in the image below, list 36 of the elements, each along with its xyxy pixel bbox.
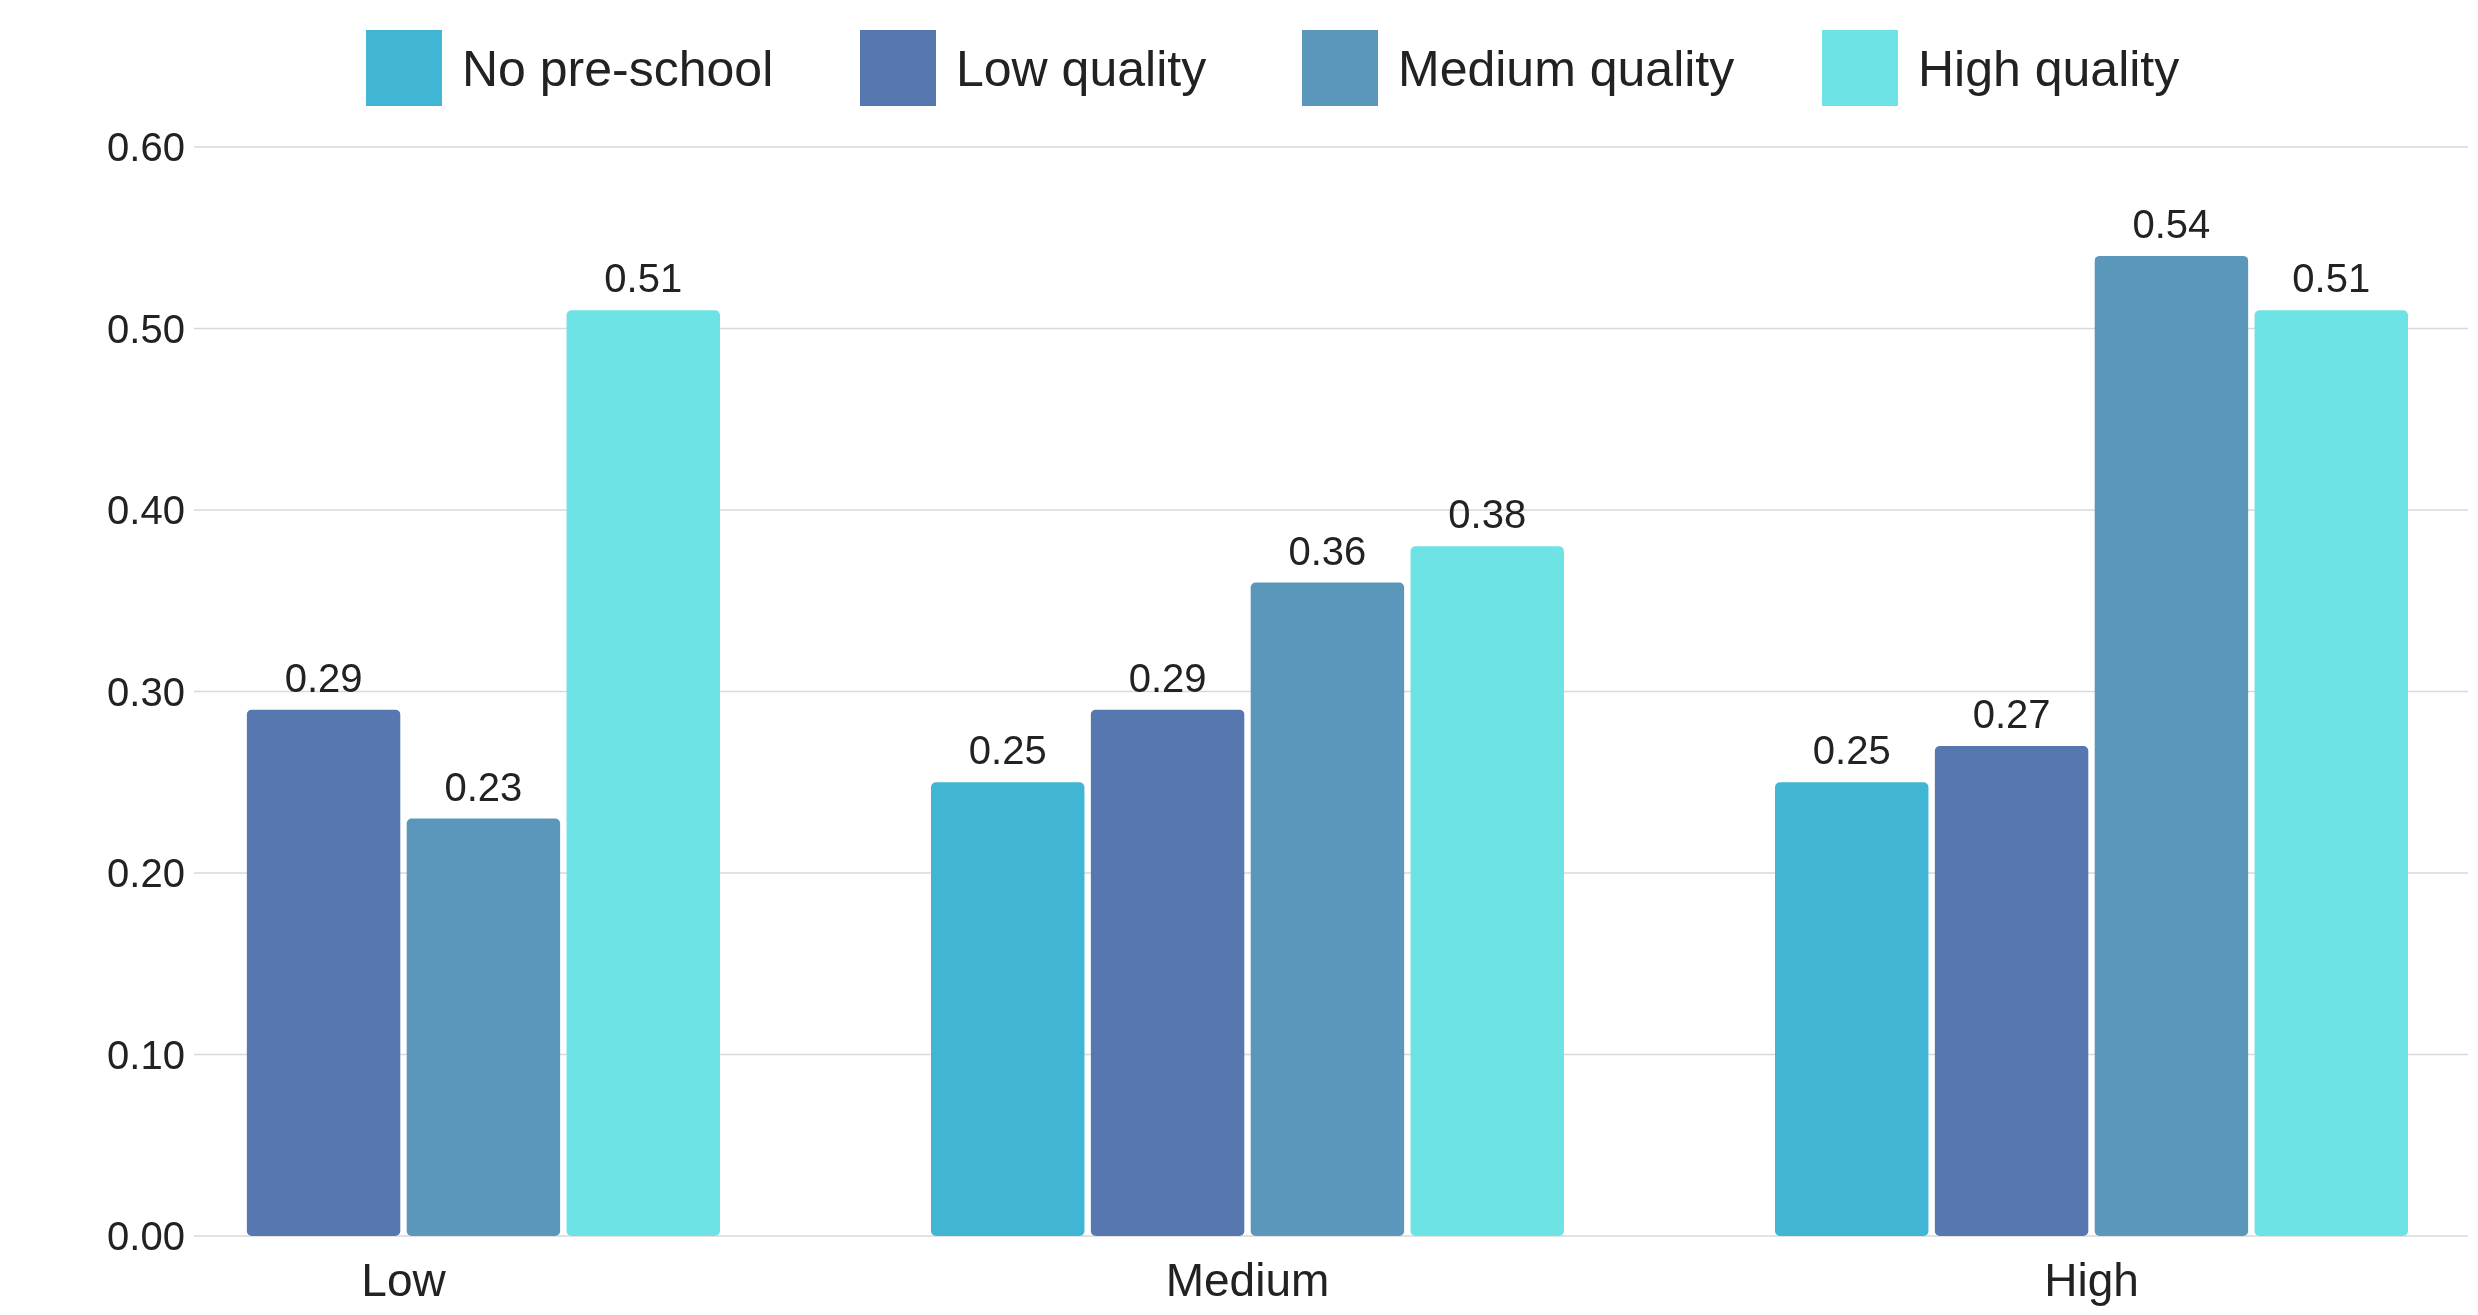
- data-label: 0.27: [1972, 691, 2051, 736]
- bar: [931, 782, 1085, 1236]
- data-label: 0.36: [1288, 528, 1367, 573]
- y-tick-label: 0.30: [107, 669, 185, 714]
- x-tick-label: Medium: [1165, 1254, 1330, 1306]
- bar: [1934, 745, 2089, 1236]
- legend-label: High quality: [1918, 40, 2180, 97]
- bar: [1775, 782, 1929, 1236]
- y-tick-label: 0.50: [107, 306, 185, 351]
- y-tick-label: 0.60: [107, 125, 185, 169]
- bar: [2254, 310, 2409, 1236]
- bar: [406, 818, 561, 1236]
- data-label: 0.38: [1448, 492, 1527, 537]
- x-tick-label: Low: [361, 1254, 447, 1306]
- data-label: 0.51: [604, 256, 683, 301]
- data-label: 0.54: [2132, 201, 2211, 246]
- y-tick-label: 0.10: [107, 1032, 185, 1077]
- legend-label: Medium quality: [1398, 40, 1735, 97]
- data-label: 0.29: [1128, 655, 1207, 700]
- bar: [2094, 255, 2249, 1236]
- data-label: 0.23: [444, 764, 523, 809]
- legend-label: Low quality: [956, 40, 1207, 97]
- bar: [1410, 546, 1565, 1236]
- bar: [1090, 709, 1245, 1236]
- y-tick-label: 0.00: [107, 1214, 185, 1258]
- legend-label: No pre-school: [462, 40, 774, 97]
- data-label: 0.29: [284, 655, 363, 700]
- data-label: 0.25: [1812, 728, 1891, 773]
- data-label: 0.25: [968, 728, 1047, 773]
- y-tick-label: 0.40: [107, 488, 185, 532]
- bar: [566, 310, 720, 1236]
- y-tick-label: 0.20: [107, 851, 185, 895]
- bar: [1250, 582, 1405, 1236]
- bar: [246, 709, 401, 1236]
- data-label: 0.51: [2292, 256, 2371, 301]
- x-tick-label: High: [2044, 1254, 2139, 1306]
